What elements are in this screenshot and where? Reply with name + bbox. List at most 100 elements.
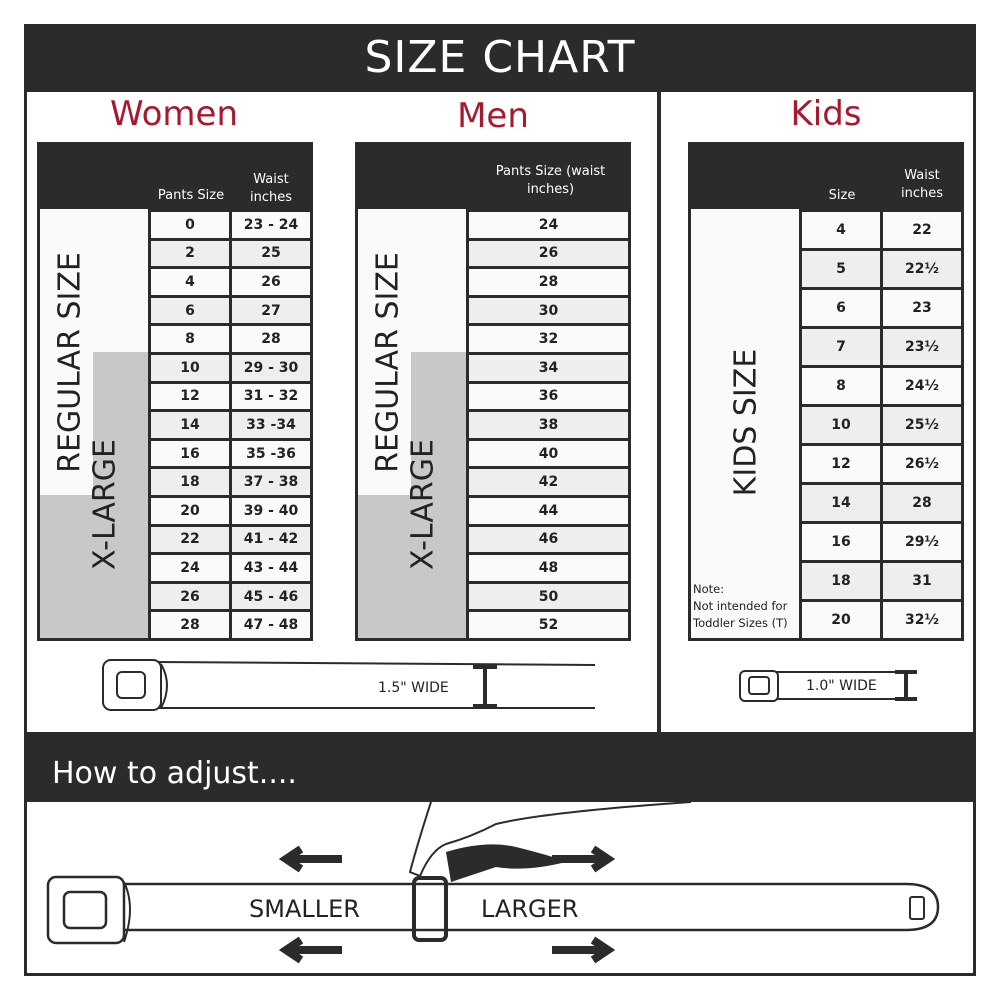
size-cell: 12: [799, 443, 883, 485]
divider: [657, 92, 661, 732]
waist-cell: 24½: [880, 365, 964, 407]
men-header: Pants Size (waist inches): [358, 145, 628, 209]
waist-cell: 23½: [880, 326, 964, 368]
kids-note: Note: Not intended for Toddler Sizes (T): [693, 582, 788, 630]
women-header: Pants Size Waist inches: [40, 145, 310, 209]
waist-cell: 23 - 24: [229, 209, 313, 241]
pants-size-cell: 40: [466, 437, 631, 470]
pants-size-cell: 24: [148, 552, 232, 584]
waist-cell: 45 - 46: [229, 580, 313, 613]
waist-cell: 27: [229, 294, 313, 327]
xlarge-region: [93, 352, 151, 497]
waist-cell: 29½: [880, 521, 964, 563]
waist-cell: 25½: [880, 404, 964, 446]
size-cell: 10: [799, 404, 883, 446]
adjust-heading: How to adjust....: [24, 732, 976, 802]
adjust-illustration: [46, 802, 940, 964]
size-cell: 14: [799, 482, 883, 524]
waist-cell: 31: [880, 560, 964, 602]
waist-cell: 41 - 42: [229, 523, 313, 556]
pants-size-cell: 12: [148, 380, 232, 413]
kids-heading: Kids: [790, 94, 862, 134]
kids-table: Size Waist inches KIDS SIZE Note: Not in…: [688, 142, 964, 641]
pants-size-cell: 52: [466, 609, 631, 641]
waist-cell: 22: [880, 209, 964, 251]
adult-width-label: 1.5" WIDE: [378, 680, 449, 696]
size-cell: 7: [799, 326, 883, 368]
pants-size-cell: 8: [148, 323, 232, 355]
pants-size-cell: 26: [148, 580, 232, 613]
waist-cell: 37 - 38: [229, 466, 313, 498]
pants-size-cell: 0: [148, 209, 232, 241]
regular-size-label: REGULAR SIZE: [370, 252, 406, 473]
pants-size-cell: 30: [466, 294, 631, 327]
pants-size-cell: 20: [148, 495, 232, 527]
pants-size-cell: 28: [148, 609, 232, 641]
xlarge-region: [40, 495, 151, 638]
pants-size-cell: 46: [466, 523, 631, 556]
pants-size-cell: 50: [466, 580, 631, 613]
pants-size-cell: 18: [148, 466, 232, 498]
xlarge-region: [358, 495, 469, 638]
pants-size-cell: 34: [466, 352, 631, 384]
size-cell: 18: [799, 560, 883, 602]
women-table: Pants Size Waist inches REGULAR SIZE X-L…: [37, 142, 313, 641]
pants-size-cell: 28: [466, 266, 631, 298]
pants-size-cell: 2: [148, 237, 232, 270]
size-cell: 4: [799, 209, 883, 251]
larger-label: LARGER: [481, 895, 579, 923]
pants-size-cell: 38: [466, 409, 631, 441]
men-heading: Men: [457, 96, 529, 136]
pants-size-cell: 32: [466, 323, 631, 355]
size-cell: 16: [799, 521, 883, 563]
pants-size-cell: 22: [148, 523, 232, 556]
waist-cell: 28: [229, 323, 313, 355]
pants-size-cell: 26: [466, 237, 631, 270]
kids-width-label: 1.0" WIDE: [806, 678, 877, 694]
waist-cell: 32½: [880, 599, 964, 641]
header-pants-size: Pants Size: [157, 188, 225, 203]
waist-cell: 23: [880, 287, 964, 329]
pants-size-cell: 36: [466, 380, 631, 413]
waist-cell: 29 - 30: [229, 352, 313, 384]
waist-cell: 26½: [880, 443, 964, 485]
page-title: SIZE CHART: [24, 24, 976, 92]
kids-belt-illustration: [739, 670, 917, 702]
pants-size-cell: 6: [148, 294, 232, 327]
header-pants-size: Pants Size (waist inches): [495, 164, 606, 197]
waist-cell: 43 - 44: [229, 552, 313, 584]
xlarge-label: X-LARGE: [405, 439, 441, 570]
waist-cell: 22½: [880, 248, 964, 290]
waist-cell: 47 - 48: [229, 609, 313, 641]
kids-header: Size Waist inches: [691, 145, 961, 209]
waist-cell: 33 -34: [229, 409, 313, 441]
waist-cell: 28: [880, 482, 964, 524]
xlarge-label: X-LARGE: [87, 439, 123, 570]
waist-cell: 39 - 40: [229, 495, 313, 527]
header-waist: Waist inches: [900, 168, 943, 201]
regular-size-label: REGULAR SIZE: [52, 252, 88, 473]
pants-size-cell: 24: [466, 209, 631, 241]
kids-size-label: KIDS SIZE: [728, 348, 764, 497]
size-cell: 5: [799, 248, 883, 290]
adult-belt-illustration: [102, 659, 596, 711]
pants-size-cell: 48: [466, 552, 631, 584]
pants-size-cell: 42: [466, 466, 631, 498]
hand-icon: [408, 802, 692, 878]
smaller-label: SMALLER: [249, 895, 360, 923]
pants-size-cell: 16: [148, 437, 232, 470]
pants-size-cell: 10: [148, 352, 232, 384]
waist-cell: 26: [229, 266, 313, 298]
women-heading: Women: [109, 94, 238, 134]
header-size: Size: [828, 188, 856, 203]
pants-size-cell: 14: [148, 409, 232, 441]
size-cell: 8: [799, 365, 883, 407]
pants-size-cell: 44: [466, 495, 631, 527]
men-table: Pants Size (waist inches) REGULAR SIZE X…: [355, 142, 631, 641]
size-cell: 20: [799, 599, 883, 641]
size-cell: 6: [799, 287, 883, 329]
header-waist: Waist inches: [249, 172, 292, 205]
pants-size-cell: 4: [148, 266, 232, 298]
waist-cell: 31 - 32: [229, 380, 313, 413]
xlarge-region: [411, 352, 469, 497]
